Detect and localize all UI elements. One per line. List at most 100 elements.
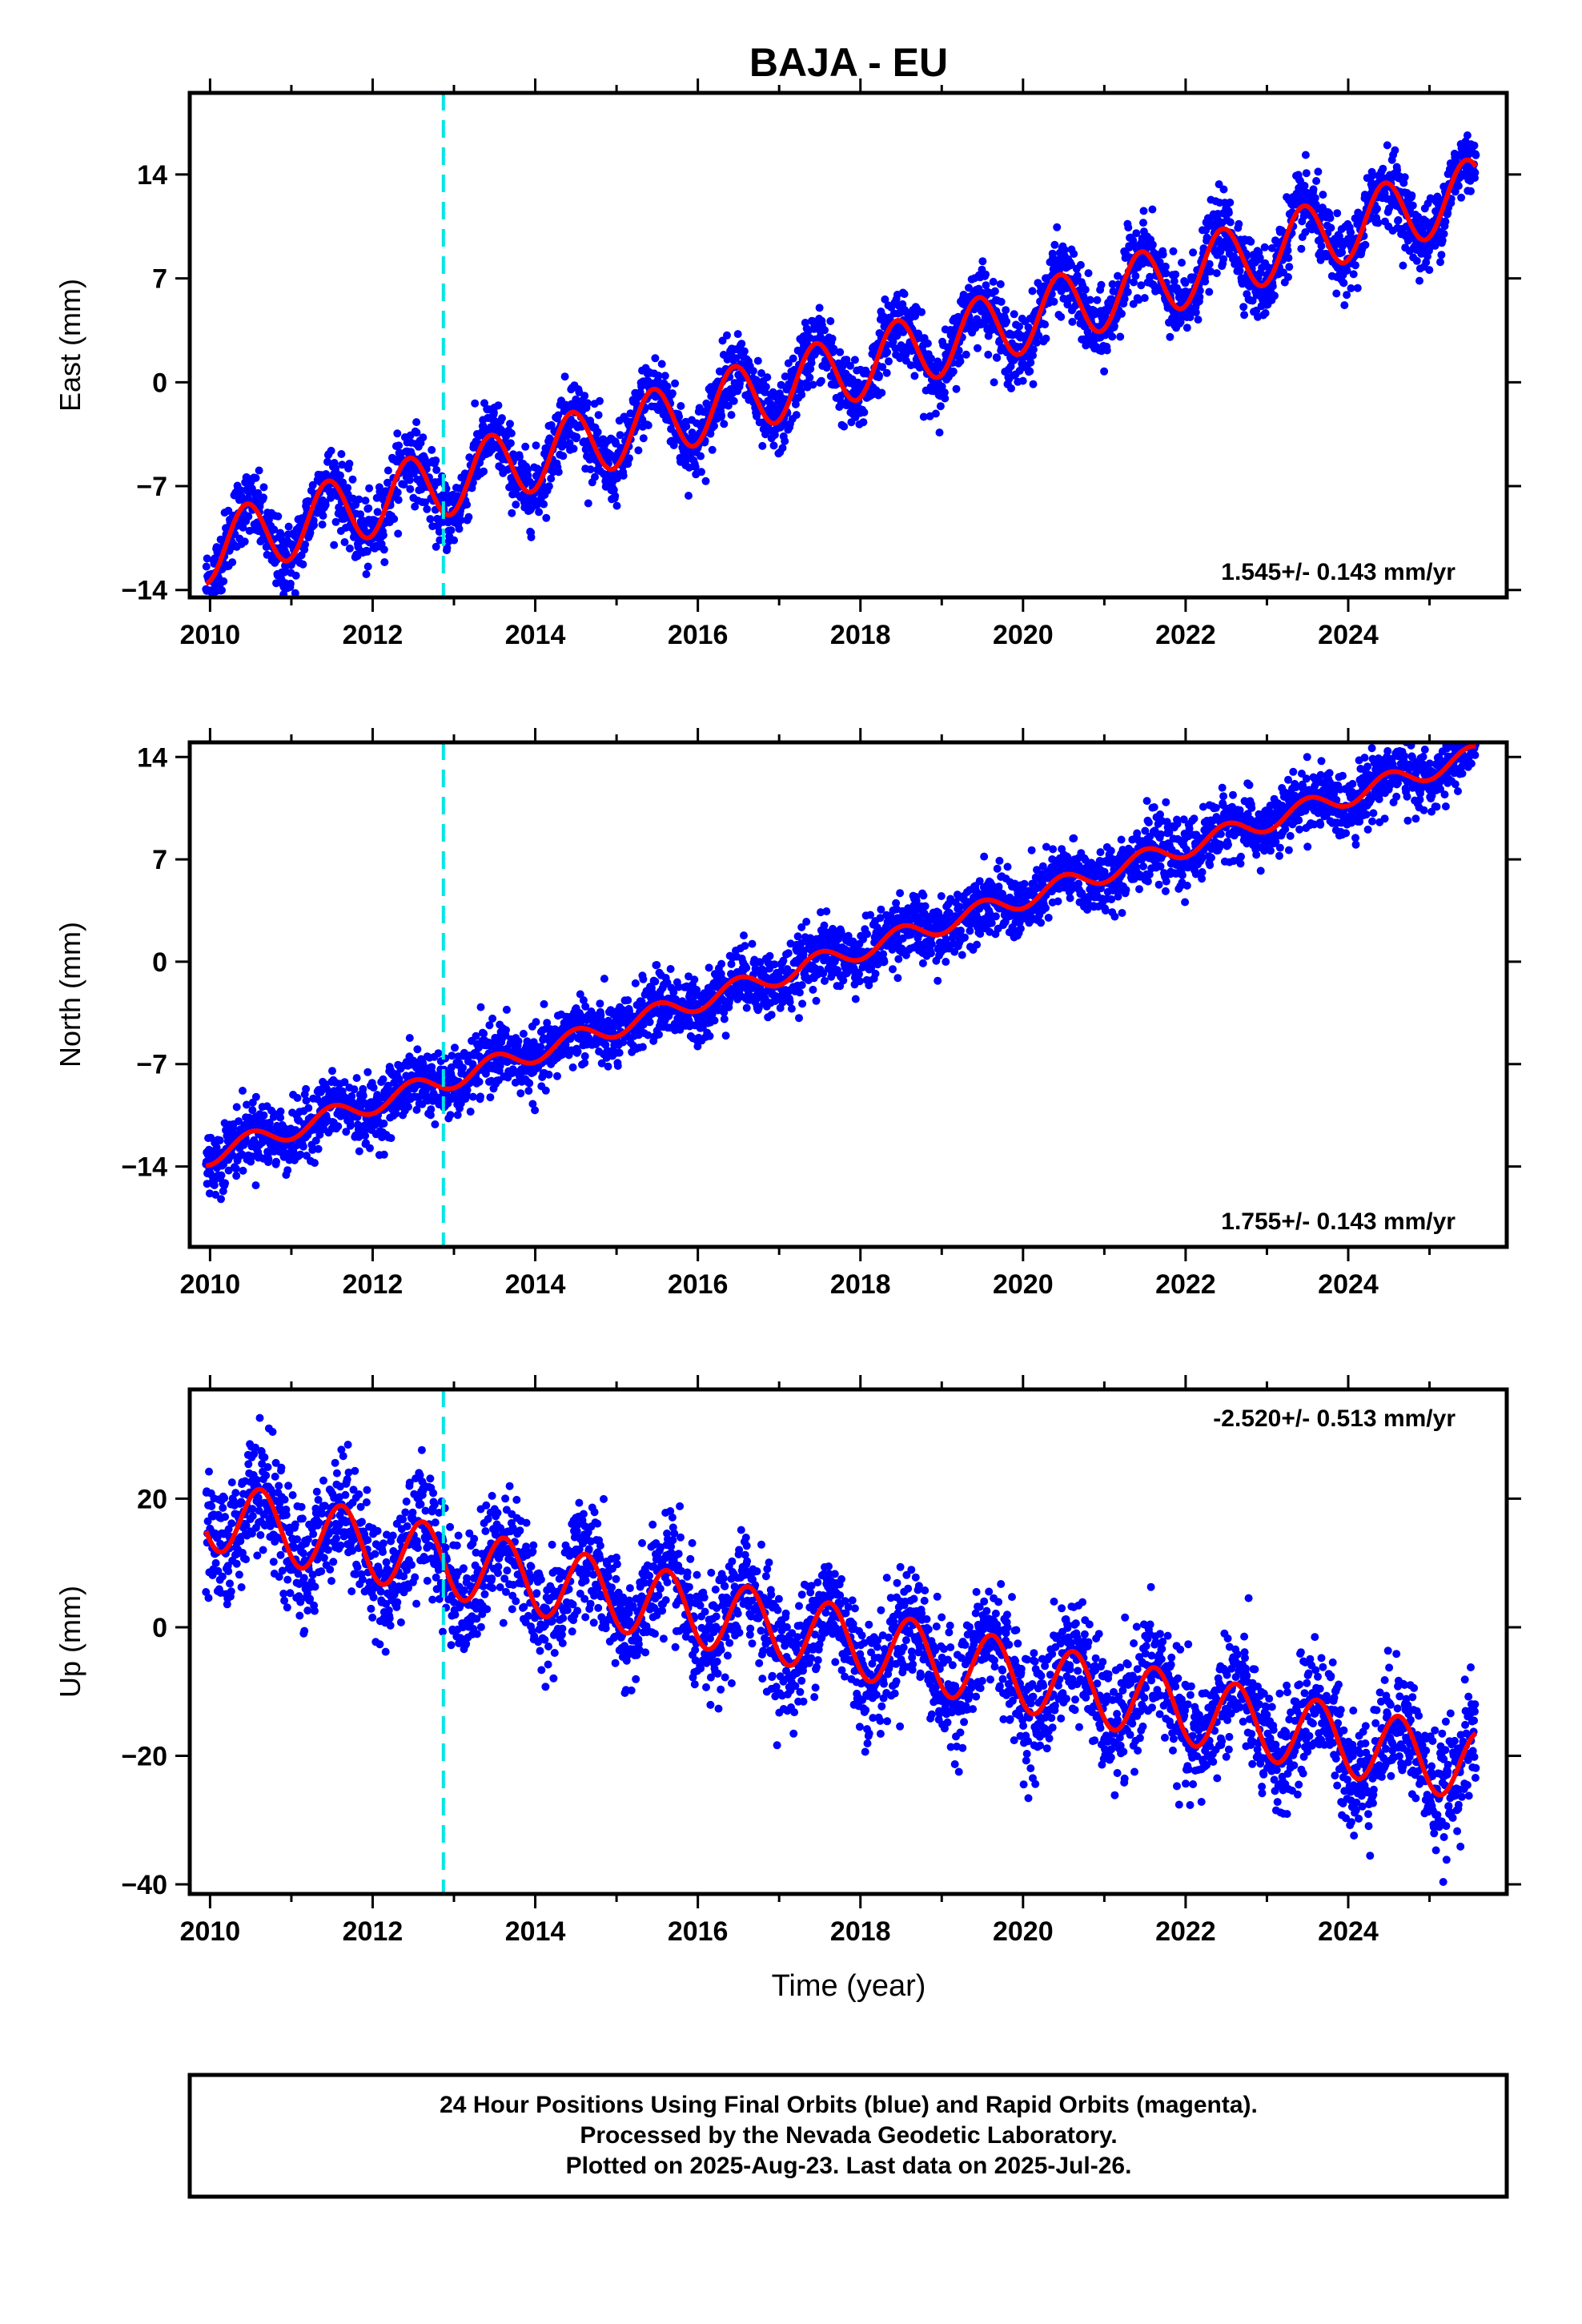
data-point — [1383, 141, 1391, 150]
data-point — [889, 337, 897, 346]
data-point — [231, 1164, 240, 1173]
data-point — [717, 411, 726, 420]
data-point — [516, 1089, 525, 1098]
data-point — [331, 517, 340, 526]
data-point — [455, 525, 464, 533]
data-point — [927, 354, 935, 363]
data-point — [542, 513, 551, 522]
data-point — [1124, 223, 1133, 232]
data-point — [327, 446, 335, 455]
y-tick-label: 14 — [137, 160, 167, 191]
data-point — [978, 257, 987, 266]
data-point — [427, 1105, 436, 1114]
data-point — [941, 394, 950, 403]
data-point — [286, 579, 295, 588]
data-point — [432, 465, 441, 474]
data-point — [228, 558, 237, 567]
data-point — [1060, 246, 1069, 255]
data-point — [387, 1134, 396, 1143]
data-point — [651, 977, 660, 986]
data-point — [239, 1166, 247, 1175]
data-point — [1029, 351, 1037, 360]
data-point — [475, 1077, 484, 1086]
data-point — [1042, 334, 1050, 343]
data-point — [515, 452, 524, 461]
data-point — [359, 1092, 367, 1100]
data-point — [781, 436, 789, 445]
data-point — [221, 1179, 230, 1188]
data-point — [1120, 295, 1129, 304]
data-point — [1240, 311, 1249, 320]
data-point — [379, 545, 388, 554]
data-point — [456, 516, 465, 525]
data-point — [476, 1003, 485, 1011]
data-point — [705, 1031, 714, 1040]
data-point — [815, 304, 824, 312]
data-point — [1219, 255, 1228, 263]
data-point — [412, 418, 421, 427]
data-point — [330, 541, 339, 549]
data-point — [616, 431, 624, 440]
data-point — [1471, 168, 1480, 177]
data-point — [989, 277, 998, 286]
data-point — [488, 1014, 497, 1023]
data-point — [1373, 204, 1381, 213]
data-point — [1205, 287, 1214, 296]
data-point — [685, 492, 693, 500]
data-point — [531, 1106, 540, 1115]
data-point — [559, 452, 568, 460]
data-point — [639, 975, 648, 983]
data-point — [363, 562, 372, 571]
data-point — [291, 571, 300, 580]
data-point — [661, 372, 669, 380]
data-point — [727, 411, 736, 420]
data-point — [276, 1107, 285, 1116]
data-point — [468, 1092, 477, 1101]
data-point — [1407, 191, 1416, 199]
data-point — [710, 1016, 719, 1025]
data-point — [1297, 244, 1306, 253]
data-point — [1057, 312, 1066, 321]
data-point — [789, 354, 797, 363]
data-point — [584, 499, 592, 508]
data-point — [935, 428, 944, 437]
data-point — [1326, 214, 1335, 223]
data-point — [604, 1062, 612, 1071]
data-point — [217, 1171, 226, 1180]
data-point — [1041, 320, 1050, 329]
data-point — [569, 444, 578, 453]
data-point — [1125, 243, 1134, 252]
y-tick-label: 0 — [152, 368, 167, 398]
data-point — [450, 536, 459, 545]
data-point — [1073, 271, 1082, 280]
data-point — [710, 421, 718, 430]
data-point — [615, 1048, 624, 1057]
data-point — [293, 1094, 302, 1102]
data-point — [596, 396, 604, 405]
data-point — [1182, 324, 1191, 332]
data-point — [536, 1043, 545, 1051]
data-point — [677, 402, 685, 410]
data-point — [363, 547, 371, 556]
data-point — [369, 1084, 378, 1092]
data-point — [1394, 215, 1403, 224]
data-point — [671, 379, 680, 388]
data-point — [881, 295, 889, 304]
data-point — [1010, 310, 1018, 319]
data-point — [1351, 261, 1359, 270]
data-point — [1050, 297, 1058, 306]
data-point — [506, 439, 515, 448]
data-point — [877, 388, 886, 397]
data-point — [311, 1159, 319, 1168]
data-point — [508, 509, 516, 517]
data-point — [797, 390, 806, 399]
data-point — [428, 445, 436, 454]
data-point — [218, 586, 226, 594]
data-point — [740, 347, 749, 356]
data-point — [1028, 287, 1037, 296]
data-point — [1226, 198, 1235, 207]
data-point — [1139, 207, 1148, 215]
data-point — [729, 396, 738, 405]
data-point — [1391, 146, 1399, 155]
data-point — [565, 439, 574, 448]
